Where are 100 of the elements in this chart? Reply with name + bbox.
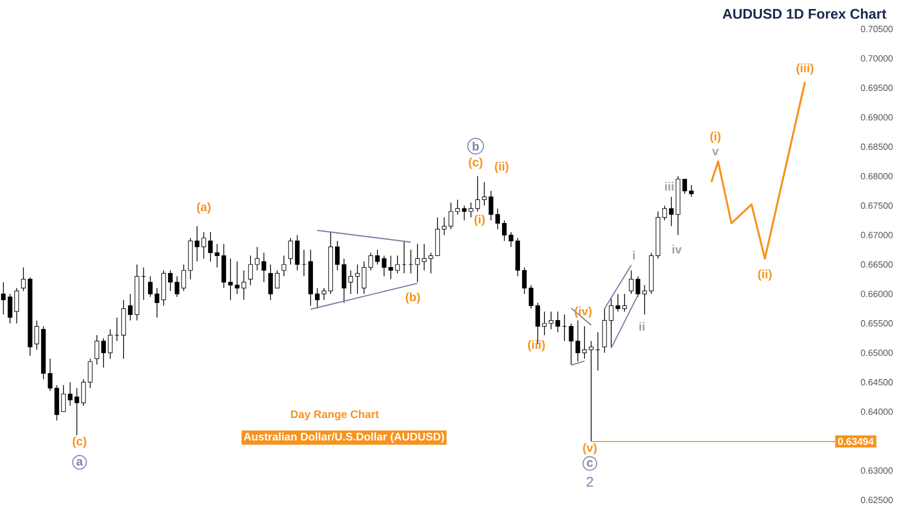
annotation: (iii) [796,63,814,75]
candlestick [422,243,426,271]
candlestick [81,378,86,406]
candlestick [174,276,180,298]
candlestick [555,311,560,333]
candlestick [61,384,66,412]
candlestick [208,232,213,262]
candlestick [428,252,434,274]
candlestick [362,261,366,294]
candlestick [588,340,594,442]
annotation: (iv) [574,306,592,318]
candlestick [68,382,72,406]
candlestick [34,320,40,350]
annotation: iv [672,244,682,254]
y-tick-label: 0.66000 [860,290,893,298]
candlestick [669,196,674,227]
chart-title: AUDUSD 1D Forex Chart [722,8,886,19]
candlestick [194,226,200,262]
candlestick [168,270,173,292]
candlestick [74,388,80,436]
annotation: (v) [583,443,597,454]
candlestick [108,328,113,360]
y-tick-label: 0.64500 [860,379,893,386]
candlestick [482,182,487,206]
candlestick [228,258,233,300]
candlestick [8,294,12,324]
candlestick [342,258,346,304]
candlestick [375,249,380,265]
candlestick [495,208,500,230]
candlestick [181,264,186,292]
candlestick [262,252,266,283]
y-tick-label: 0.70000 [860,55,893,62]
candlestick [528,284,534,310]
ref-line-label: 0.63494 [838,438,874,446]
candlestick [355,264,360,294]
candlestick [616,294,620,312]
candlestick [475,176,480,212]
candlestick [455,199,460,215]
annotation: (c) [468,158,482,169]
annotation: iii [665,182,674,191]
candlestick [348,270,354,294]
candlestick [254,246,260,271]
annotation: a [76,459,83,466]
y-tick-label: 0.65000 [860,350,893,356]
candlestick [368,252,374,271]
candlestick [608,296,614,348]
candlestick [395,255,400,274]
candlestick [642,284,647,315]
annotation: (ii) [494,162,508,173]
annotation: Australian Dollar/U.S.Dollar (AUDUSD) [244,432,444,443]
candlestick [689,184,694,198]
annotation: 2 [586,476,594,487]
y-tick-label: 0.67500 [860,202,893,209]
y-tick-label: 0.69500 [860,84,893,92]
candlestick [322,288,326,300]
candlestick [154,288,160,318]
candlestick [288,238,293,265]
candlestick [442,216,447,236]
y-tick-label: 0.62500 [860,496,893,504]
candlestick [101,338,106,368]
annotation: (b) [406,292,420,304]
annotation: ii [639,322,644,331]
annotation: (ii) [758,270,772,281]
candlestick [48,358,52,392]
annotation: (i) [710,132,720,143]
candlestick [128,294,133,321]
candlestick [628,270,634,294]
candlestick [21,267,26,292]
y-tick-label: 0.68500 [860,144,893,150]
y-tick-label: 0.64000 [860,408,893,415]
candlestick [242,270,246,300]
candlestick [148,276,153,298]
candlestick [268,264,273,300]
annotation: c [586,460,593,467]
candlestick [234,261,240,294]
candlestick [382,255,386,277]
candlestick [682,178,688,194]
candlestick [522,267,527,294]
candlestick [622,294,627,312]
line-series [710,80,806,260]
y-tick-label: 0.65500 [860,320,893,327]
candlestick [582,326,587,360]
candlestick [548,311,554,330]
candlestick [468,202,474,218]
candlestick [1,282,6,315]
annotation: (i) [474,214,485,226]
annotation: (c) [72,436,86,448]
candlestick [542,311,547,336]
annotation: (iii) [528,340,545,352]
candlestick [201,232,206,260]
annotation: Day Range Chart [291,410,379,420]
candlestick [94,334,100,365]
annotation: v [712,148,719,156]
candlestick [502,220,507,242]
candlestick [636,276,640,298]
candlestick [315,288,320,310]
y-tick-label: 0.63000 [860,467,893,474]
candlestick [415,243,420,283]
candlestick [448,202,454,230]
candlestick [294,234,300,271]
